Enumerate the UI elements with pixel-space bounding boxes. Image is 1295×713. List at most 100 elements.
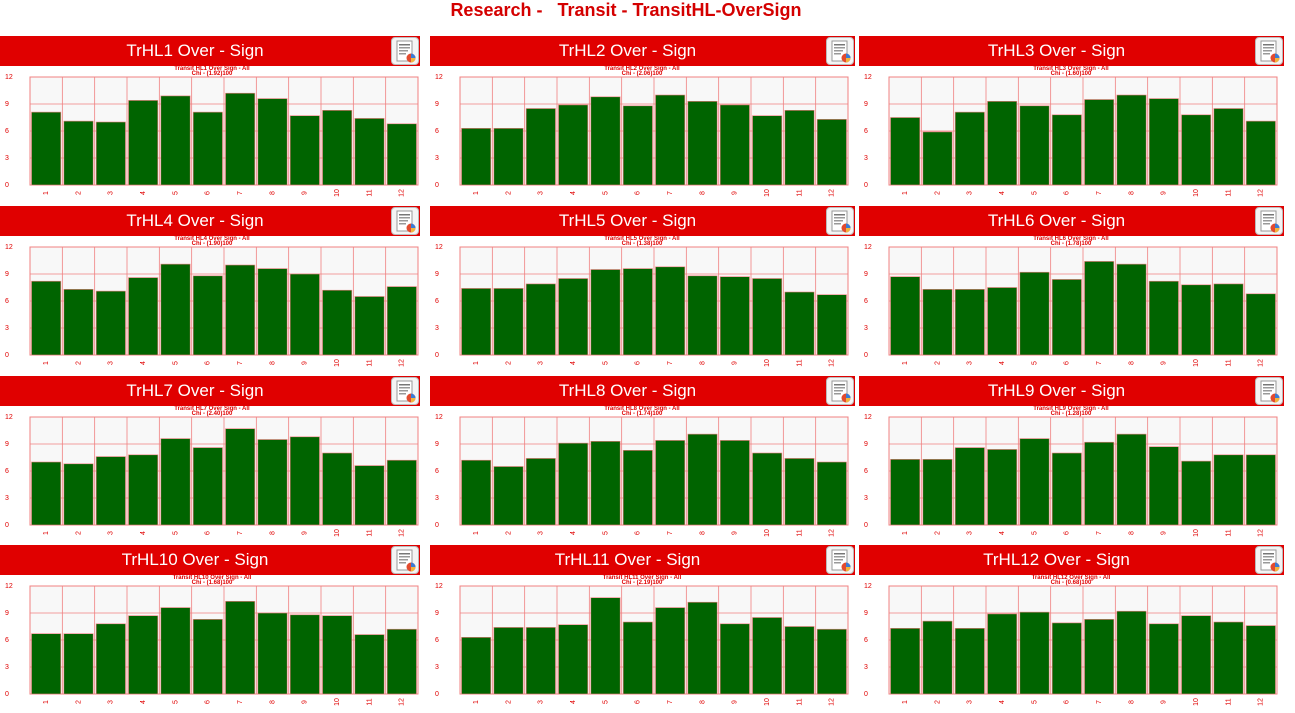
report-button[interactable] (391, 207, 419, 235)
x-tick-label: 11 (1225, 189, 1232, 196)
x-tick-label: 10 (1193, 189, 1200, 197)
x-tick-label: 2 (505, 191, 512, 195)
chart-bar (128, 277, 159, 356)
x-tick-label: 2 (75, 531, 82, 535)
x-tick-label: 3 (538, 531, 545, 535)
report-button[interactable] (1255, 207, 1283, 235)
report-document-icon (1260, 210, 1280, 233)
chart-bar (225, 428, 256, 526)
chart-bar (289, 115, 320, 186)
x-tick-label: 9 (732, 531, 739, 535)
y-tick-label: 3 (5, 495, 9, 502)
x-tick-label: 8 (269, 531, 276, 535)
y-tick-label: 9 (435, 610, 439, 617)
x-tick-label: 5 (602, 191, 609, 195)
chart-bar (622, 449, 653, 526)
x-tick-label: 10 (334, 189, 341, 197)
chart-bar (687, 100, 718, 186)
x-tick-label: 12 (829, 529, 836, 537)
x-tick-label: 11 (796, 359, 803, 366)
chart-bar (160, 607, 191, 695)
x-tick-label: 10 (1193, 529, 1200, 537)
panel-title: TrHL4 Over - Sign (126, 211, 264, 230)
panel-header: TrHL12 Over - Sign (859, 545, 1284, 575)
chart-title: Transit HL11 Over Sign - All (603, 575, 682, 581)
y-tick-label: 3 (864, 495, 868, 502)
report-button[interactable] (391, 377, 419, 405)
x-tick-label: 9 (302, 191, 309, 195)
x-tick-label: 6 (635, 191, 642, 195)
chart-bar (1245, 293, 1276, 356)
chart-bar (493, 288, 524, 356)
report-button[interactable] (826, 37, 854, 65)
chart-bar (493, 627, 524, 695)
report-document-icon (831, 40, 851, 63)
chart-title: Transit HL4 Over Sign - All (174, 236, 250, 242)
x-tick-label: 1 (43, 361, 50, 365)
y-tick-label: 0 (435, 182, 439, 189)
x-tick-label: 9 (302, 531, 309, 535)
chart-bar (922, 288, 953, 356)
panel-header: TrHL10 Over - Sign (0, 545, 420, 575)
chart-bar (816, 461, 847, 526)
x-tick-label: 11 (366, 189, 373, 196)
chart-bar (590, 440, 621, 526)
report-document-icon (396, 380, 416, 403)
chart-bar (95, 623, 126, 695)
y-tick-label: 9 (864, 610, 868, 617)
report-button[interactable] (391, 546, 419, 574)
x-tick-label: 9 (1161, 361, 1168, 365)
chart-bar (354, 118, 385, 186)
report-button[interactable] (826, 546, 854, 574)
y-tick-label: 0 (5, 522, 9, 529)
x-tick-label: 7 (237, 700, 244, 704)
y-tick-label: 3 (435, 155, 439, 162)
y-tick-label: 0 (5, 352, 9, 359)
x-tick-label: 4 (570, 361, 577, 365)
chart-bar (752, 452, 783, 526)
chart-bar (987, 287, 1018, 356)
chart-bar (890, 117, 921, 186)
y-tick-label: 3 (864, 664, 868, 671)
y-tick-label: 0 (435, 691, 439, 698)
y-tick-label: 6 (435, 637, 439, 644)
report-button[interactable] (1255, 377, 1283, 405)
y-tick-label: 12 (5, 244, 13, 251)
chart-bar (752, 115, 783, 186)
chart-panel: TrHL12 Over - Sign Transit HL12 Over Sign… (859, 545, 1284, 713)
chart-bar (63, 633, 94, 695)
report-button[interactable] (826, 207, 854, 235)
chart-bar (890, 458, 921, 526)
x-tick-label: 2 (75, 191, 82, 195)
chart-bar (752, 278, 783, 356)
chart-bar (493, 127, 524, 186)
x-tick-label: 4 (999, 700, 1006, 704)
report-button[interactable] (391, 37, 419, 65)
x-tick-label: 8 (699, 361, 706, 365)
report-document-icon (396, 40, 416, 63)
report-document-icon (831, 380, 851, 403)
report-button[interactable] (826, 377, 854, 405)
x-tick-label: 11 (366, 529, 373, 536)
chart-bar (63, 288, 94, 356)
report-button[interactable] (1255, 37, 1283, 65)
x-tick-label: 1 (43, 700, 50, 704)
x-tick-label: 10 (1193, 698, 1200, 706)
chart-bar (687, 433, 718, 526)
chart-bar (590, 597, 621, 695)
chart-bar (1245, 120, 1276, 186)
x-tick-label: 10 (764, 698, 771, 706)
chart-bar (1019, 438, 1050, 526)
chart-bar (192, 111, 223, 186)
y-tick-label: 6 (5, 468, 9, 475)
x-tick-label: 12 (1258, 359, 1265, 367)
report-button[interactable] (1255, 546, 1283, 574)
y-tick-label: 9 (864, 101, 868, 108)
chart-bar (289, 273, 320, 356)
y-tick-label: 6 (5, 128, 9, 135)
x-tick-label: 3 (967, 361, 974, 365)
chart-bar (1116, 263, 1147, 356)
chart-title: Transit HL12 Over Sign - All (1032, 575, 1111, 581)
